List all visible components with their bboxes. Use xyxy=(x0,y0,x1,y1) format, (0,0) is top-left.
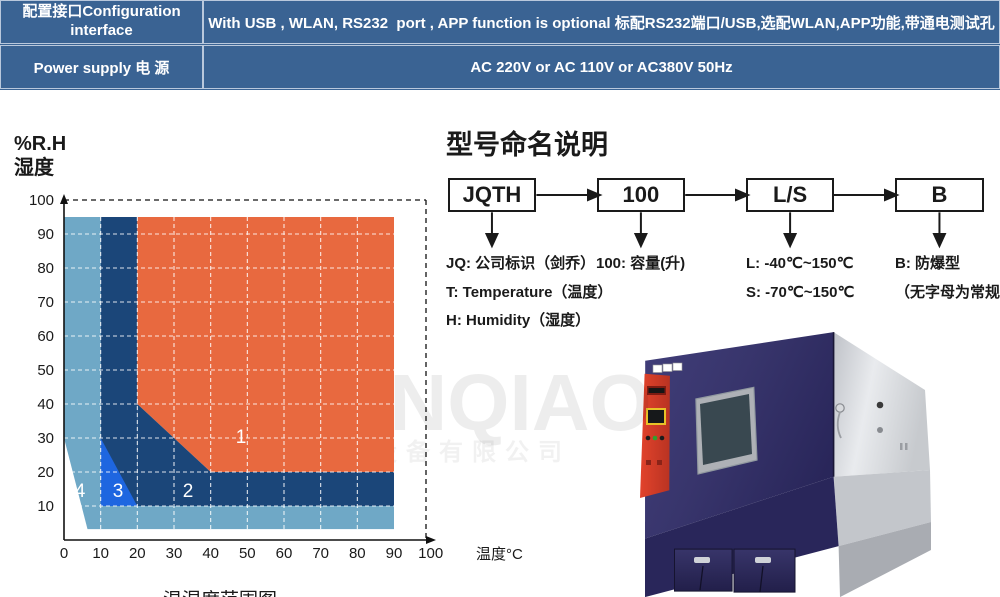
svg-text:湿度: 湿度 xyxy=(14,155,55,179)
svg-text:30: 30 xyxy=(166,545,183,562)
svg-text:70: 70 xyxy=(312,545,329,562)
svg-text:40: 40 xyxy=(202,545,219,562)
svg-text:50: 50 xyxy=(37,362,54,379)
svg-text:4: 4 xyxy=(75,481,86,502)
svg-text:90: 90 xyxy=(37,226,54,243)
svg-text:70: 70 xyxy=(37,294,54,311)
svg-text:60: 60 xyxy=(276,545,293,562)
svg-text:100: 100 xyxy=(29,192,54,209)
svg-text:1: 1 xyxy=(236,427,247,448)
svg-text:%R.H: %R.H xyxy=(14,133,66,155)
svg-text:50: 50 xyxy=(239,545,256,562)
svg-text:温度°C: 温度°C xyxy=(476,546,523,563)
svg-text:30: 30 xyxy=(37,430,54,447)
svg-text:60: 60 xyxy=(37,328,54,345)
svg-text:80: 80 xyxy=(349,545,366,562)
svg-text:2: 2 xyxy=(183,481,194,502)
svg-text:10: 10 xyxy=(37,498,54,515)
svg-text:3: 3 xyxy=(113,481,124,502)
svg-text:10: 10 xyxy=(92,545,109,562)
svg-text:40: 40 xyxy=(37,396,54,413)
svg-text:90: 90 xyxy=(386,545,403,562)
svg-text:0: 0 xyxy=(60,545,68,562)
svg-text:20: 20 xyxy=(37,464,54,481)
svg-text:80: 80 xyxy=(37,260,54,277)
svg-text:100: 100 xyxy=(418,545,443,562)
svg-text:20: 20 xyxy=(129,545,146,562)
